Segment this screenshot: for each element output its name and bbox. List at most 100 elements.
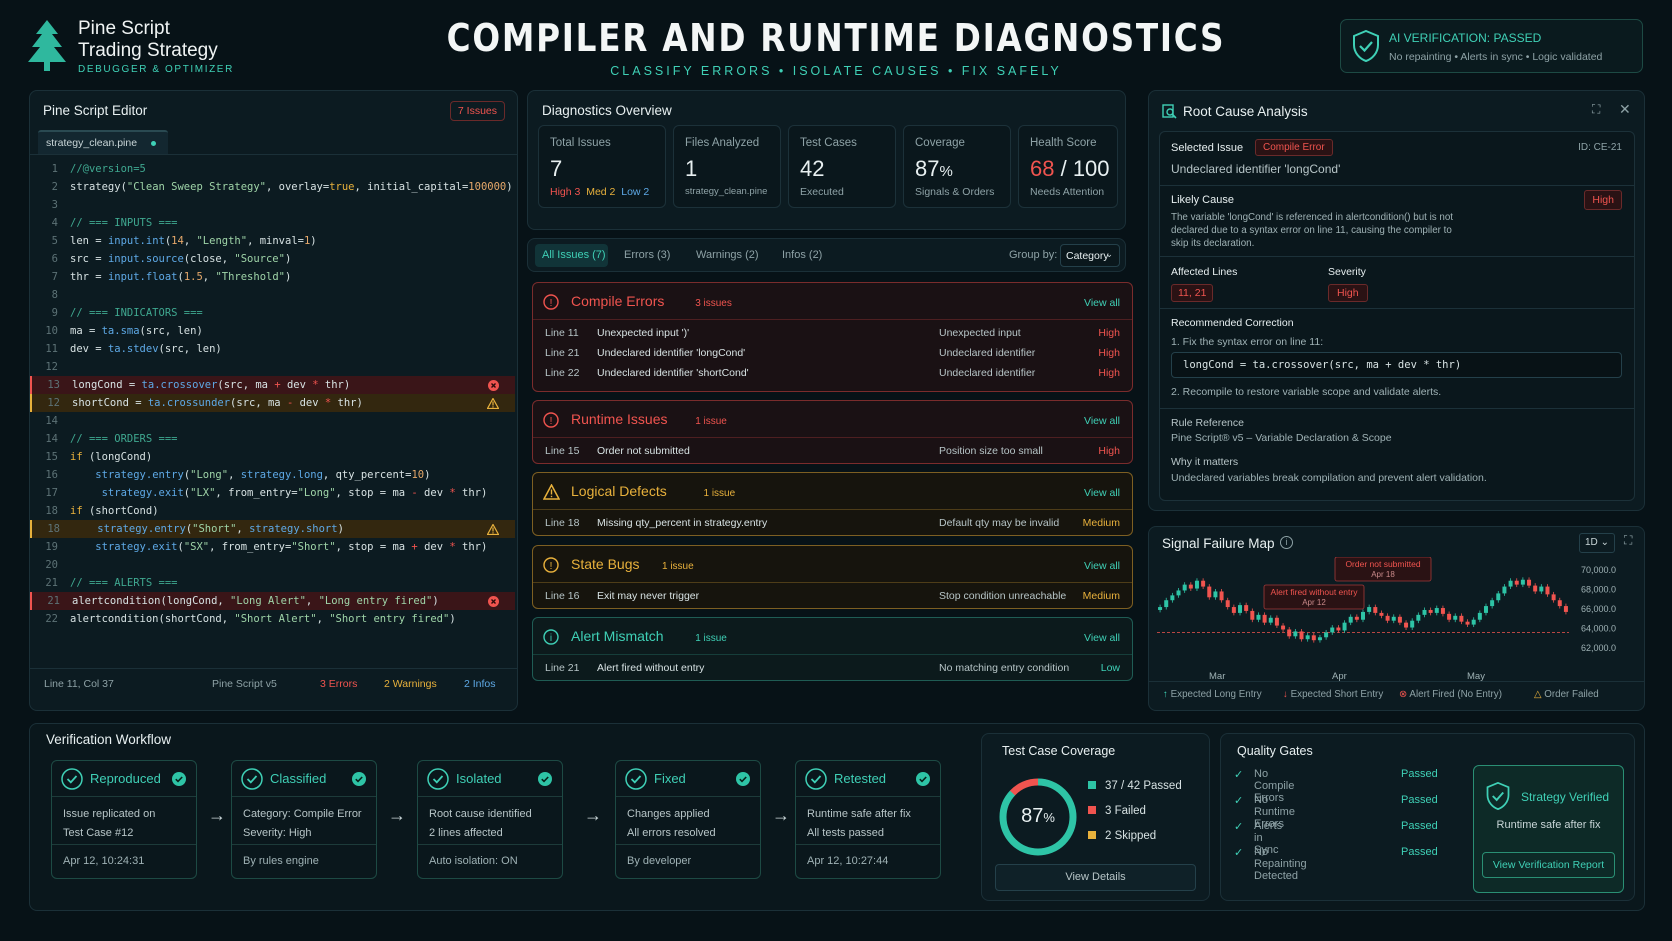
candle[interactable]	[1434, 608, 1439, 613]
code-line[interactable]: 1 //@version=5	[30, 160, 515, 178]
expand-icon[interactable]: ⛶	[1592, 102, 1601, 116]
callout-box[interactable]	[1263, 584, 1365, 610]
code-line[interactable]: 8	[30, 286, 515, 304]
candle[interactable]	[1268, 617, 1273, 623]
workflow-step-retested[interactable]: Retested Runtime safe after fix All tests …	[795, 760, 941, 879]
candle[interactable]	[1256, 614, 1261, 620]
workflow-step-reproduced[interactable]: Reproduced Issue replicated on Test Case #…	[51, 760, 197, 879]
workflow-step-classified[interactable]: Classified Category: Compile Error Severit…	[231, 760, 377, 879]
candle[interactable]	[1354, 616, 1359, 620]
tab-infos[interactable]: Infos (2)	[782, 249, 823, 261]
candle[interactable]	[1465, 621, 1470, 625]
code-line[interactable]: 5 len = input.int(14, "Length", minval=1)	[30, 232, 515, 250]
candle[interactable]	[1422, 609, 1427, 615]
code-line[interactable]: 7 thr = input.float(1.5, "Threshold")	[30, 268, 515, 286]
candle[interactable]	[1551, 594, 1556, 601]
candle[interactable]	[1213, 591, 1218, 598]
code-area[interactable]: 1 //@version=5 2 strategy("Clean Sweep Stra…	[30, 160, 517, 630]
candle[interactable]	[1299, 631, 1304, 640]
info-icon[interactable]: i	[1280, 536, 1293, 549]
candle[interactable]	[1201, 580, 1206, 587]
issue-row[interactable]: Line 21 Undeclared identifier 'longCond' U…	[545, 343, 1120, 363]
affected-lines-value[interactable]: 11, 21	[1171, 284, 1214, 302]
candle[interactable]	[1336, 627, 1341, 631]
view-all-link[interactable]: View all	[1084, 415, 1120, 427]
candle[interactable]	[1391, 616, 1396, 621]
error-icon[interactable]	[488, 376, 499, 397]
candle[interactable]	[1447, 613, 1452, 620]
code-line[interactable]: 6 src = input.source(close, "Source")	[30, 250, 515, 268]
code-line[interactable]: 2 strategy("Clean Sweep Strategy", overla…	[30, 178, 515, 196]
candle[interactable]	[1330, 627, 1335, 633]
code-line[interactable]: 17 strategy.exit("LX", from_entry="Long"…	[30, 484, 515, 502]
candle[interactable]	[1367, 607, 1372, 612]
candle[interactable]	[1281, 625, 1286, 630]
code-line[interactable]: 11 dev = ta.stdev(src, len)	[30, 340, 515, 358]
expand-icon[interactable]: ⛶	[1624, 533, 1633, 547]
candle[interactable]	[1459, 615, 1464, 622]
candle[interactable]	[1238, 605, 1243, 613]
candle[interactable]	[1477, 612, 1482, 620]
candle[interactable]	[1188, 584, 1193, 589]
candle[interactable]	[1563, 606, 1568, 612]
info-count[interactable]: 2 Infos	[464, 678, 496, 690]
candle[interactable]	[1225, 600, 1230, 608]
issue-row[interactable]: Line 11 Unexpected input ')' Unexpected in…	[545, 323, 1120, 343]
candle[interactable]	[1311, 635, 1316, 641]
candle[interactable]	[1539, 586, 1544, 592]
workflow-step-isolated[interactable]: Isolated Root cause identified 2 lines aff…	[417, 760, 563, 879]
close-icon[interactable]: ✕	[1619, 101, 1631, 117]
code-line[interactable]: 21 alertcondition(longCond, "Long Alert",…	[30, 592, 515, 610]
code-line[interactable]: 16 strategy.entry("Long", strategy.long,…	[30, 466, 515, 484]
issue-row[interactable]: Line 15 Order not submitted Position size …	[545, 441, 1120, 461]
tab-all-issues[interactable]: All Issues (7)	[535, 244, 608, 267]
candle[interactable]	[1514, 580, 1519, 585]
code-line[interactable]: 10 ma = ta.sma(src, len)	[30, 322, 515, 340]
stat-health-score[interactable]: Health Score 68 / 100 Needs Attention	[1018, 125, 1118, 208]
candle[interactable]	[1194, 580, 1199, 589]
candle[interactable]	[1428, 609, 1433, 613]
candle[interactable]	[1453, 615, 1458, 620]
candle[interactable]	[1250, 610, 1255, 620]
candle[interactable]	[1287, 629, 1292, 637]
candle[interactable]	[1410, 620, 1415, 628]
candle[interactable]	[1361, 611, 1365, 620]
warning-icon[interactable]	[486, 520, 500, 541]
stat-files-analyzed[interactable]: Files Analyzed 1 strategy_clean.pine	[673, 125, 781, 208]
candle[interactable]	[1440, 608, 1445, 614]
group-by-select[interactable]: Category ⌄	[1060, 244, 1120, 267]
code-line[interactable]: 18 if (shortCond)	[30, 502, 515, 520]
code-line[interactable]: 9 // === INDICATORS ===	[30, 304, 515, 322]
candle[interactable]	[1176, 590, 1181, 596]
candle[interactable]	[1379, 612, 1384, 616]
view-verification-report-button[interactable]: View Verification Report	[1482, 852, 1615, 878]
stat-total-issues[interactable]: Total Issues 7 High 3 Med 2 Low 2	[538, 125, 666, 208]
candle[interactable]	[1471, 619, 1476, 625]
tab-warnings[interactable]: Warnings (2)	[696, 249, 759, 261]
signal-chart[interactable]: 70,000.0 68,000.0 66,000.0 64,000.0 62,000.0…	[1149, 557, 1646, 681]
file-tab[interactable]: strategy_clean.pine	[38, 130, 168, 154]
code-line[interactable]: 22 alertcondition(shortCond, "Short Alert…	[30, 610, 515, 628]
candle[interactable]	[1527, 579, 1532, 586]
warning-count[interactable]: 2 Warnings	[384, 678, 437, 690]
candle[interactable]	[1274, 617, 1279, 626]
stat-coverage[interactable]: Coverage 87% Signals & Orders	[903, 125, 1011, 208]
candle[interactable]	[1244, 605, 1249, 611]
callout-box[interactable]	[1334, 557, 1432, 582]
candle[interactable]	[1317, 637, 1322, 641]
view-all-link[interactable]: View all	[1084, 560, 1120, 572]
candle[interactable]	[1373, 607, 1378, 613]
candle[interactable]	[1404, 622, 1409, 628]
stat-test-cases[interactable]: Test Cases 42 Executed	[788, 125, 896, 208]
view-all-link[interactable]: View all	[1084, 487, 1120, 499]
candle[interactable]	[1262, 614, 1267, 623]
candle[interactable]	[1158, 607, 1163, 610]
candle[interactable]	[1397, 616, 1402, 623]
code-line[interactable]: 18 strategy.entry("Short", strategy.shor…	[30, 520, 515, 538]
candle[interactable]	[1483, 606, 1488, 613]
candle[interactable]	[1385, 615, 1390, 621]
candle[interactable]	[1490, 600, 1495, 607]
candle[interactable]	[1508, 580, 1513, 587]
view-details-button[interactable]: View Details	[995, 864, 1196, 891]
issue-row[interactable]: Line 22 Undeclared identifier 'shortCond'…	[545, 363, 1120, 383]
